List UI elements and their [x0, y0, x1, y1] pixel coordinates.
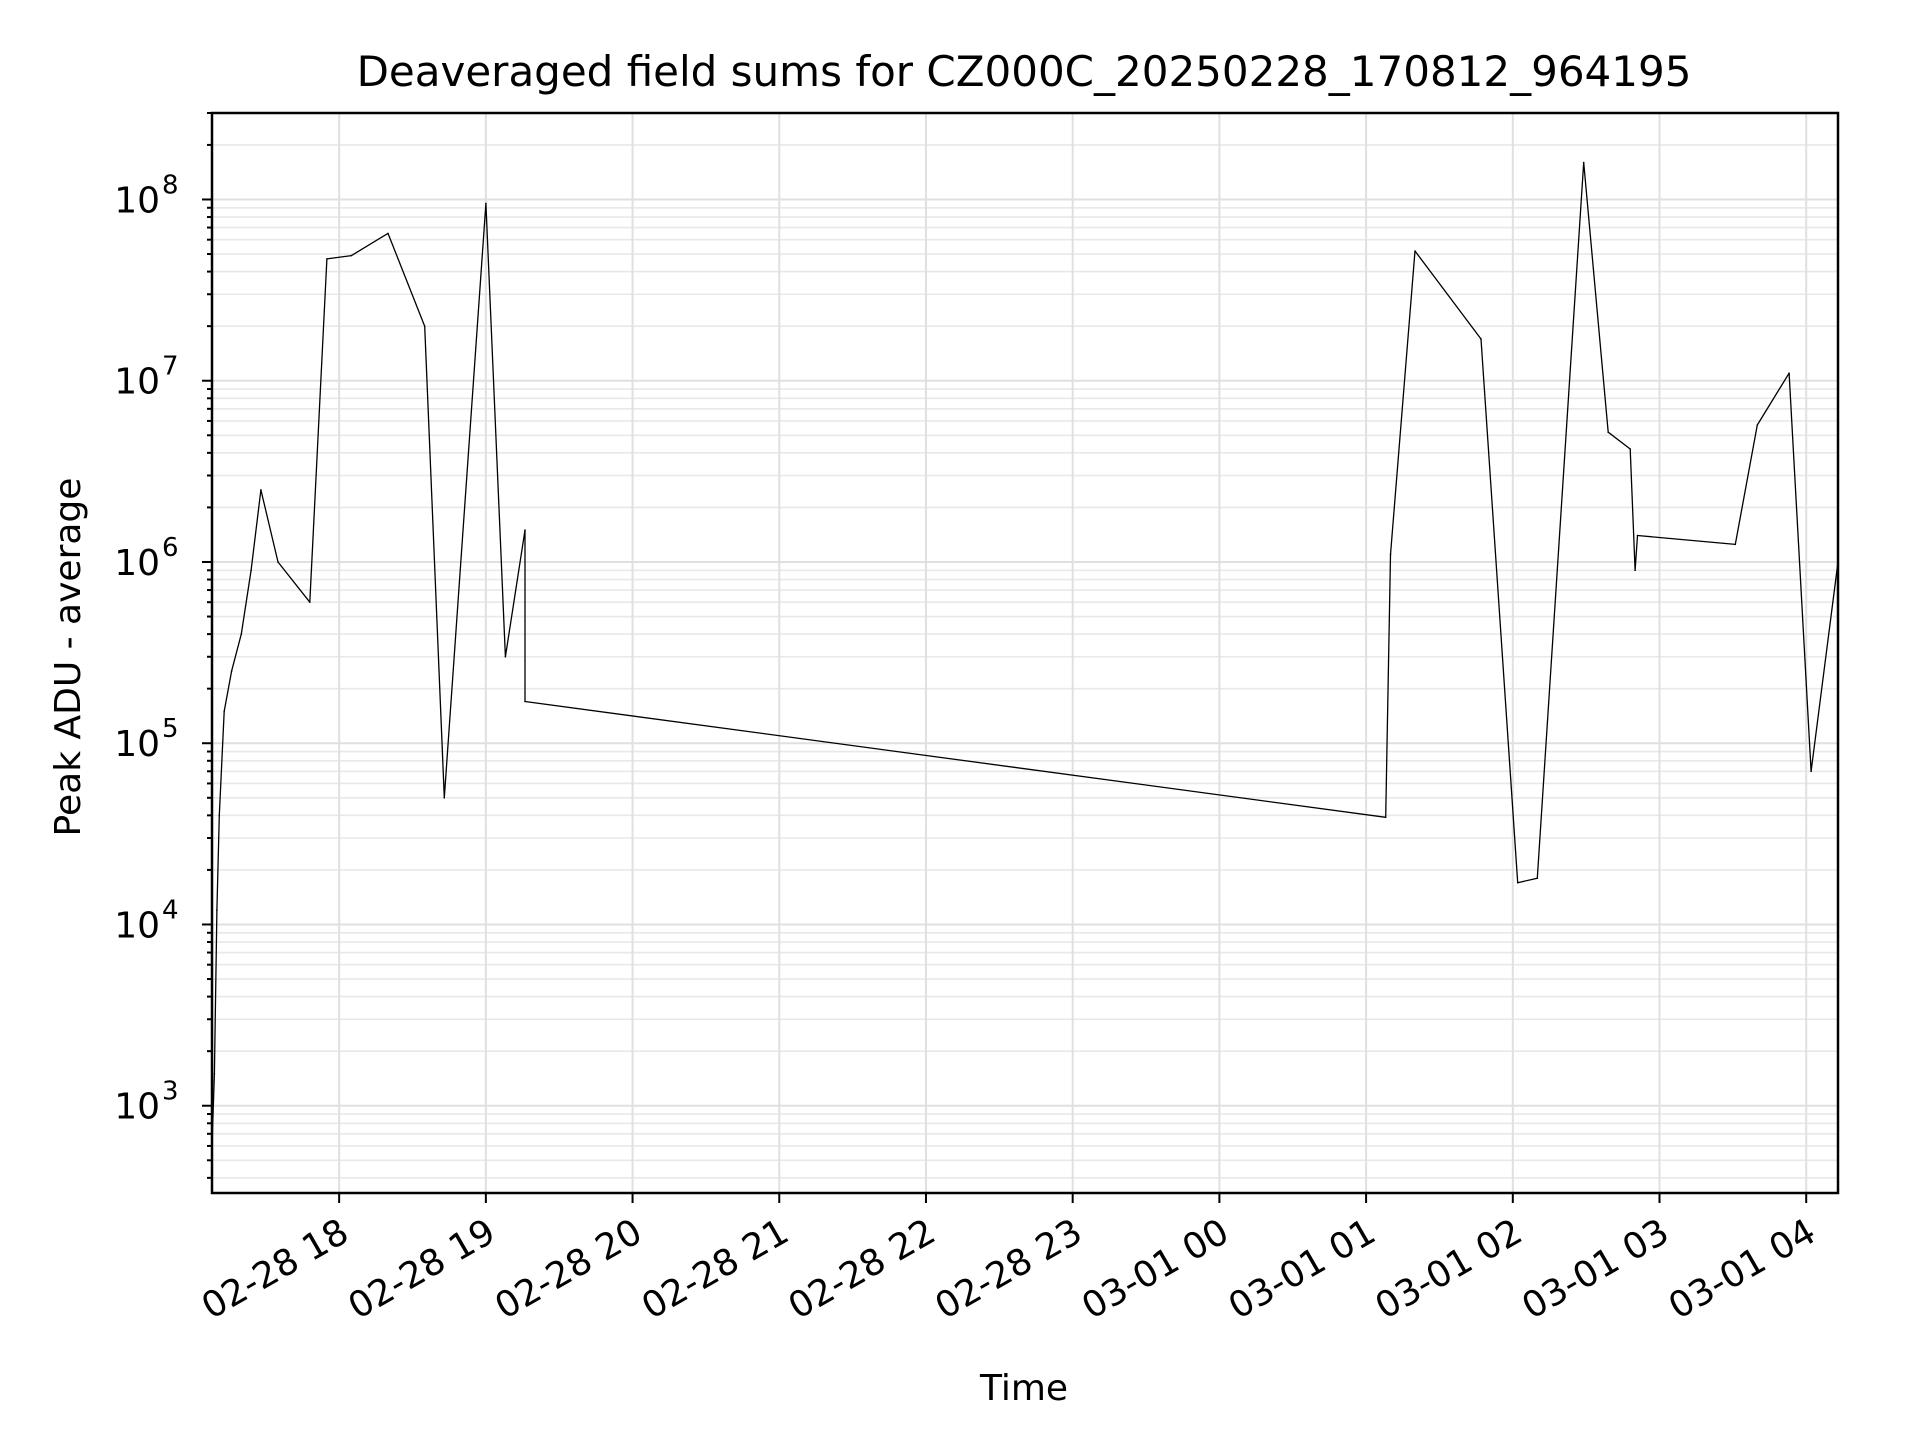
- data-point: [1607, 431, 1609, 434]
- data-point: [524, 700, 526, 703]
- data-point: [443, 797, 446, 799]
- y-axis-label: Peak ADU - average: [48, 478, 89, 837]
- data-point: [1516, 881, 1519, 884]
- x-tick-label: 02-28 19: [342, 1211, 503, 1327]
- data-point: [1536, 877, 1539, 879]
- x-tick-label: 03-01 03: [1515, 1211, 1676, 1327]
- y-tick-label: 10: [114, 1087, 160, 1128]
- x-tick-label: 03-01 04: [1662, 1211, 1823, 1327]
- data-point: [423, 325, 426, 328]
- data-point: [1480, 338, 1482, 340]
- data-point: [485, 202, 487, 205]
- y-tick-label: 10: [114, 543, 160, 584]
- data-point: [387, 232, 389, 235]
- data-point: [277, 561, 279, 563]
- data-point: [213, 1073, 216, 1075]
- x-tick-label: 03-01 02: [1369, 1211, 1530, 1327]
- data-point: [1756, 424, 1759, 426]
- data-point: [250, 569, 252, 572]
- y-tick-exponent: 6: [162, 533, 179, 563]
- data-point: [240, 633, 243, 635]
- minor-gridlines: [212, 112, 1838, 1179]
- data-point: [1810, 770, 1812, 773]
- y-tick-label: 10: [114, 362, 160, 403]
- y-tick-label: 10: [114, 724, 160, 765]
- data-point: [216, 909, 218, 911]
- y-tick-label: 10: [114, 180, 160, 221]
- y-tick-label: 10: [114, 905, 160, 946]
- x-tick-label: 02-28 23: [929, 1211, 1090, 1327]
- data-point: [1389, 553, 1392, 556]
- x-tick-label: 02-28 21: [635, 1211, 796, 1327]
- chart-title: Deaveraged field sums for CZ000C_2025022…: [357, 47, 1692, 96]
- data-point: [1414, 250, 1416, 252]
- series-line-0: [211, 161, 1839, 1146]
- x-tick-label: 03-01 00: [1075, 1211, 1236, 1327]
- data-point: [1384, 816, 1387, 819]
- y-tick-exponent: 5: [162, 714, 179, 744]
- data-point: [1636, 534, 1639, 537]
- data-point: [326, 258, 328, 260]
- x-tick-label: 02-28 20: [488, 1211, 649, 1327]
- plot-frame: [210, 111, 1840, 1195]
- major-gridlines: [212, 113, 1838, 1193]
- data-point: [1582, 161, 1585, 164]
- data-point: [524, 529, 526, 531]
- y-tick-exponent: 3: [162, 1077, 179, 1107]
- y-tick-exponent: 7: [162, 352, 179, 382]
- y-tick-exponent: 8: [162, 170, 179, 200]
- x-axis-label: Time: [979, 1368, 1068, 1409]
- data-point: [1634, 569, 1636, 572]
- data-point: [1629, 448, 1631, 450]
- x-tick-label: 02-28 18: [195, 1211, 356, 1327]
- data-point: [350, 254, 353, 257]
- data-point: [1788, 372, 1790, 375]
- series-layer: [211, 161, 1839, 1147]
- data-point: [223, 710, 225, 713]
- x-tick-label: 03-01 01: [1222, 1211, 1383, 1327]
- data-point: [260, 489, 262, 491]
- data-point: [218, 814, 221, 817]
- data-point: [1734, 543, 1737, 546]
- data-point: [504, 656, 507, 658]
- x-tick-label: 02-28 22: [782, 1211, 943, 1327]
- data-point: [230, 670, 233, 672]
- y-tick-exponent: 4: [162, 895, 179, 925]
- data-point: [309, 601, 311, 603]
